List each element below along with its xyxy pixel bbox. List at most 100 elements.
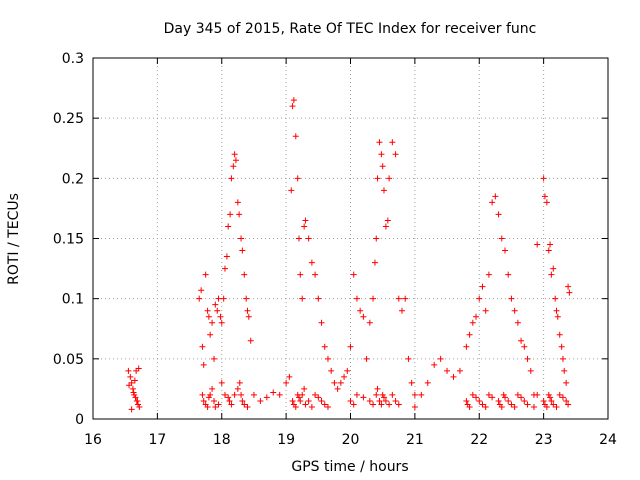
y-tick-label: 0.1	[62, 292, 84, 308]
data-point	[196, 295, 203, 302]
data-point	[283, 379, 290, 386]
data-point	[563, 397, 570, 404]
data-point	[230, 163, 237, 170]
data-point	[469, 319, 476, 326]
data-point	[234, 385, 241, 392]
data-point	[132, 394, 139, 401]
data-point	[376, 139, 383, 146]
data-point	[337, 379, 344, 386]
data-point	[218, 319, 225, 326]
data-point	[134, 397, 141, 404]
data-point	[299, 295, 306, 302]
data-point	[226, 397, 233, 404]
data-point	[485, 391, 492, 398]
data-point	[547, 394, 554, 401]
data-point	[366, 397, 373, 404]
data-point	[204, 403, 211, 410]
data-point	[212, 403, 219, 410]
data-point	[276, 391, 283, 398]
data-point	[463, 343, 470, 350]
data-point	[553, 307, 560, 314]
data-point	[456, 367, 463, 374]
data-point	[227, 211, 234, 218]
data-point	[380, 187, 387, 194]
data-point	[328, 367, 335, 374]
data-point	[508, 295, 515, 302]
data-point	[469, 391, 476, 398]
data-point	[566, 289, 573, 296]
data-point	[198, 287, 205, 294]
data-point	[199, 343, 206, 350]
data-point	[561, 367, 568, 374]
data-point	[236, 379, 243, 386]
data-point	[553, 403, 560, 410]
data-point	[347, 343, 354, 350]
data-point	[511, 307, 518, 314]
y-tick-label: 0.15	[53, 232, 84, 248]
data-point	[318, 397, 325, 404]
x-axis-title: GPS time / hours	[291, 459, 408, 475]
data-point	[236, 211, 243, 218]
data-point	[292, 133, 299, 140]
data-point	[418, 391, 425, 398]
data-point	[550, 401, 557, 408]
data-point	[530, 403, 537, 410]
data-point	[547, 241, 554, 248]
data-point	[297, 397, 304, 404]
data-point	[411, 391, 418, 398]
data-point	[518, 337, 525, 344]
data-point	[315, 295, 322, 302]
data-point	[405, 355, 412, 362]
data-point	[502, 247, 508, 254]
data-point	[360, 313, 367, 320]
data-point	[241, 401, 248, 408]
data-point	[548, 397, 555, 404]
data-point	[370, 401, 377, 408]
data-point	[382, 223, 389, 230]
data-point	[289, 103, 296, 110]
data-point	[489, 394, 496, 401]
data-point	[379, 163, 386, 170]
data-point	[130, 389, 137, 396]
data-point	[498, 403, 505, 410]
x-tick-label: 19	[277, 432, 295, 448]
data-point	[556, 391, 563, 398]
data-point	[245, 313, 252, 320]
data-point	[302, 401, 309, 408]
data-point	[552, 295, 559, 302]
data-points	[125, 97, 573, 413]
data-point	[565, 401, 572, 408]
data-point	[563, 379, 570, 386]
data-point	[214, 307, 221, 314]
data-point	[495, 397, 502, 404]
data-point	[318, 319, 325, 326]
data-point	[524, 355, 531, 362]
data-point	[479, 401, 486, 408]
data-point	[241, 271, 248, 278]
data-point	[508, 401, 515, 408]
x-tick-label: 16	[84, 432, 102, 448]
data-point	[565, 283, 572, 290]
data-point	[550, 265, 557, 272]
data-point	[505, 397, 512, 404]
data-point	[399, 307, 405, 314]
data-point	[257, 397, 264, 404]
data-point	[408, 379, 415, 386]
data-point	[548, 271, 555, 278]
chart-title: Day 345 of 2015, Rate Of TEC Index for r…	[164, 21, 537, 37]
data-point	[234, 199, 241, 206]
data-point	[228, 401, 235, 408]
x-tick-label: 17	[148, 432, 166, 448]
grid-layer	[93, 58, 608, 419]
data-point	[126, 382, 133, 389]
data-point	[559, 394, 566, 401]
y-tick-label: 0.2	[62, 171, 84, 187]
x-tick-label: 24	[599, 432, 617, 448]
tick-marks	[92, 57, 609, 420]
data-point	[243, 295, 250, 302]
data-point	[315, 394, 322, 401]
data-point	[296, 394, 302, 401]
data-point	[527, 367, 534, 374]
data-point	[128, 406, 135, 413]
data-point	[374, 385, 381, 392]
